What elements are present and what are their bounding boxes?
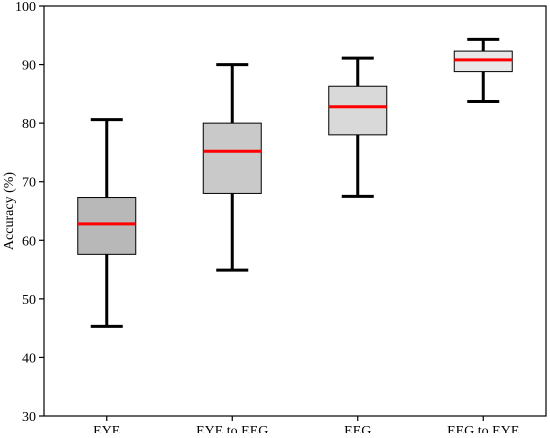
y-tick-label: 100 [15,0,36,15]
iqr-box [328,85,388,136]
x-tick-label: EEG [344,424,371,433]
y-axis: 30 40 50 60 70 80 90 100 [15,0,44,425]
x-tick-label: EYE to EEG [196,424,268,433]
x-tick-label: EYE [93,424,120,433]
y-tick-label: 50 [22,293,36,308]
x-tick-label: EEG to EYE [447,424,519,433]
boxes [77,37,513,328]
box-eye [77,118,137,328]
y-tick-label: 70 [22,176,36,191]
y-tick-label: 60 [22,234,36,249]
y-tick-label: 30 [22,410,36,425]
y-tick-label: 80 [22,117,36,132]
y-tick-label: 40 [22,351,36,366]
iqr-box [202,122,262,194]
y-axis-label: Accuracy (%) [2,172,17,250]
iqr-box [77,197,137,255]
y-tick-label: 90 [22,59,36,74]
box-eeg-to-eye [453,37,513,103]
box-eye-to-eeg [202,63,262,272]
box-eeg [328,56,388,198]
plot-area-frame [43,5,547,417]
x-axis: EYE EYE to EEG EEG EEG to EYE [93,416,519,438]
